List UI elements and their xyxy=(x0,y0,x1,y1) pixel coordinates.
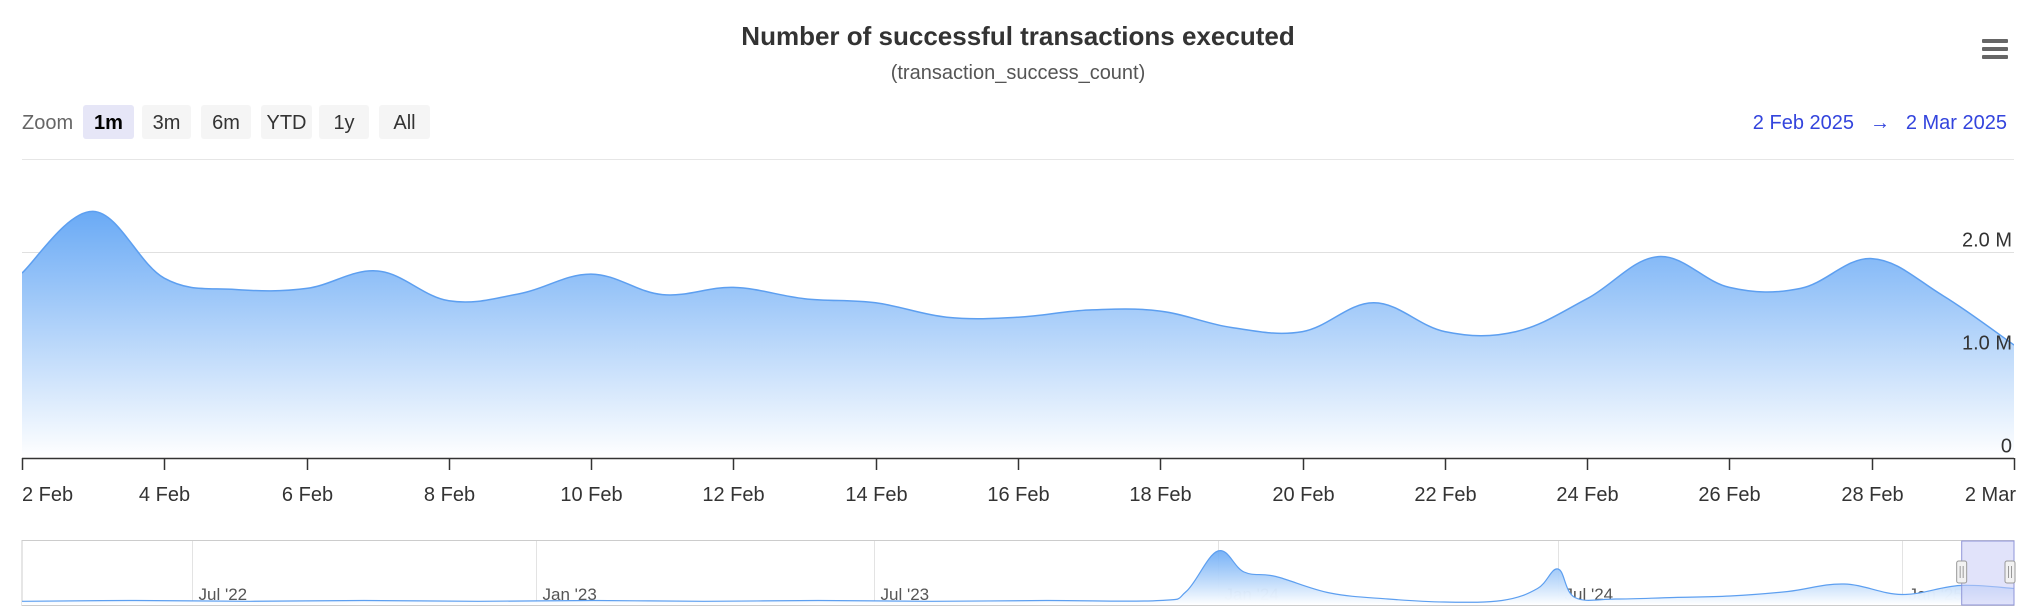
chart-title: Number of successful transactions execut… xyxy=(741,21,1294,51)
date-range[interactable]: 2 Feb 2025 → 2 Mar 2025 xyxy=(1753,112,2007,134)
zoom-button-all[interactable]: All xyxy=(379,105,430,139)
zoom-button-label: 3m xyxy=(153,112,181,134)
zoom-button-label: 6m xyxy=(212,112,240,134)
navigator-tick-label: Jul '22 xyxy=(199,585,248,604)
navigator-tick-label: Jul '23 xyxy=(881,585,930,604)
x-tick-label: 24 Feb xyxy=(1556,484,1618,506)
hamburger-icon[interactable] xyxy=(1976,33,2016,67)
range-selector: Zoom 1m 3m 6m YTD 1y All 2 Feb 2025 → 2 Mar 2… xyxy=(22,105,2007,139)
navigator-handle-right[interactable] xyxy=(2004,560,2016,584)
zoom-button-1m[interactable]: 1m xyxy=(83,105,134,139)
x-axis: 2 Feb 4 Feb 6 Feb 8 Feb 10 Feb 12 Feb 14 Feb 16… xyxy=(21,458,2016,506)
range-to-date[interactable]: 2 Mar 2025 xyxy=(1906,112,2007,134)
zoom-button-label: 1y xyxy=(333,112,354,134)
zoom-button-label: All xyxy=(393,112,415,134)
navigator-series-line xyxy=(22,550,2014,603)
x-tick-label: 18 Feb xyxy=(1129,484,1191,506)
y-tick-label: 1.0 M xyxy=(1962,333,2012,355)
navigator-handle-left[interactable] xyxy=(1956,560,1968,584)
x-tick-label: 16 Feb xyxy=(987,484,1049,506)
zoom-button-ytd[interactable]: YTD xyxy=(261,105,312,139)
x-tick-label: 28 Feb xyxy=(1841,484,1903,506)
zoom-label: Zoom xyxy=(22,112,73,134)
x-tick-label: 10 Feb xyxy=(560,484,622,506)
y-tick-label: 2.0 M xyxy=(1962,230,2012,252)
navigator-series-area xyxy=(22,550,2014,605)
x-tick-label: 2 Mar xyxy=(1965,484,2016,506)
x-tick-label: 14 Feb xyxy=(845,484,907,506)
x-tick-label: 22 Feb xyxy=(1414,484,1476,506)
navigator-tick-label: Jan '23 xyxy=(543,585,597,604)
x-tick-label: 6 Feb xyxy=(282,484,333,506)
chart-subtitle: (transaction_success_count) xyxy=(891,62,1146,84)
range-arrow: → xyxy=(1870,112,1890,134)
range-from-date[interactable]: 2 Feb 2025 xyxy=(1753,112,1854,134)
x-tick-label: 4 Feb xyxy=(139,484,190,506)
zoom-button-label: YTD xyxy=(267,112,307,134)
zoom-button-6m[interactable]: 6m xyxy=(201,105,251,139)
x-tick-label: 12 Feb xyxy=(702,484,764,506)
x-tick-label: 26 Feb xyxy=(1698,484,1760,506)
x-tick-label: 20 Feb xyxy=(1272,484,1334,506)
series-area[interactable] xyxy=(22,211,2014,458)
zoom-button-label: 1m xyxy=(94,112,123,134)
navigator-frame xyxy=(21,540,2015,606)
series-line[interactable] xyxy=(22,210,2014,346)
zoom-button-3m[interactable]: 3m xyxy=(142,105,191,139)
y-axis: 0 1.0 M 2.0 M xyxy=(1962,230,2012,458)
x-tick-label: 8 Feb xyxy=(424,484,475,506)
zoom-button-1y[interactable]: 1y xyxy=(319,105,369,139)
y-tick-label: 0 xyxy=(2001,436,2012,458)
x-tick-label: 2 Feb xyxy=(22,484,73,506)
